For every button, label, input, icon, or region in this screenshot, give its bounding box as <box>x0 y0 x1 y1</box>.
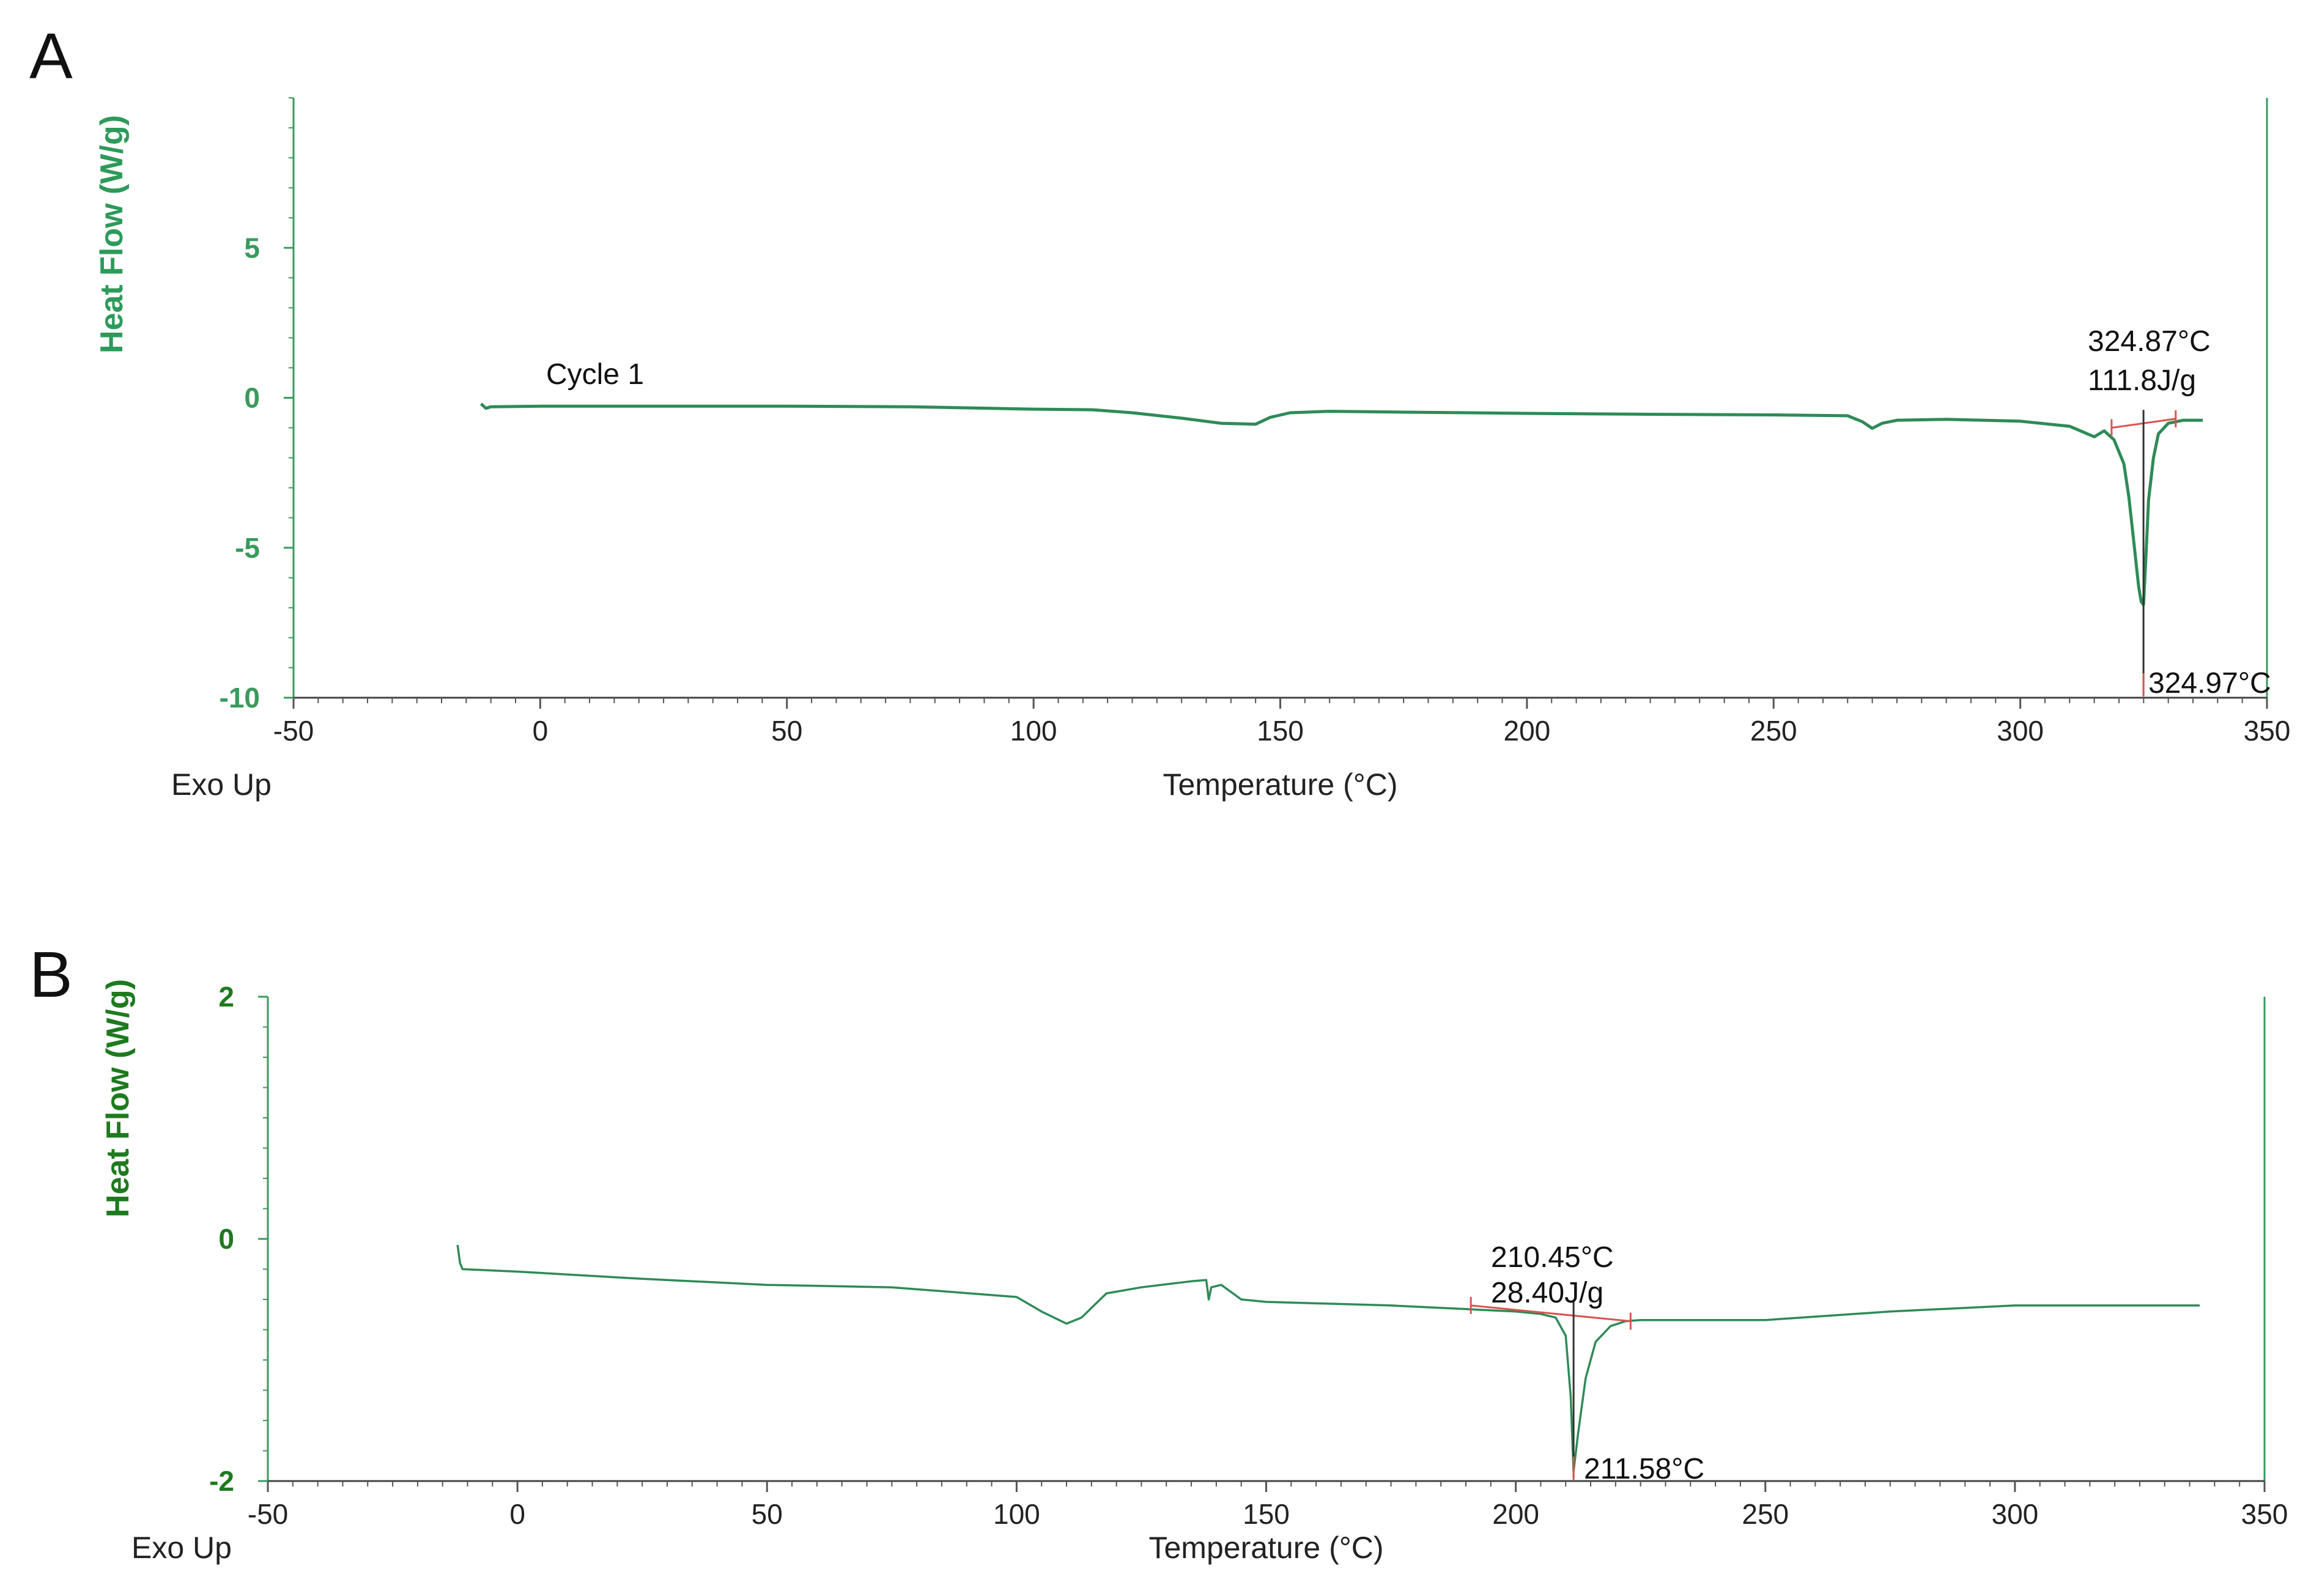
panel-a-x-axis-label: Temperature (°C) <box>1163 767 1398 802</box>
panel-b-enthalpy-label: 28.40J/g <box>1491 1277 1603 1309</box>
panel-b-exo-up-label: Exo Up <box>131 1531 232 1565</box>
panel-a-onset-label: 324.87°C <box>2088 325 2211 358</box>
panel-b-letter: B <box>29 939 73 1011</box>
panel-b-integration <box>1470 1296 1632 1480</box>
x-tick-label: 50 <box>752 1498 783 1530</box>
panel-a-curve-layer <box>479 402 2203 607</box>
panel-a-peak-label: 324.97°C <box>2148 667 2271 700</box>
integration-baseline <box>1471 1304 1631 1323</box>
panel-a-integration <box>2110 410 2177 696</box>
panel-b: B -50 0 50 100 150 200 250 300 350 -2 0 2 Heat Flo… <box>29 939 2288 1565</box>
x-tick-label: 300 <box>1992 1498 2039 1530</box>
panel-b-onset-label: 210.45°C <box>1491 1241 1614 1274</box>
panel-a: A -50 0 50 100 150 200 250 300 350 -10-505 Heat … <box>29 20 2290 802</box>
x-tick-label: 350 <box>2244 715 2291 747</box>
x-tick-label: 50 <box>771 715 802 747</box>
y-tick-label: -5 <box>235 532 260 564</box>
y-tick-label: 2 <box>218 981 234 1013</box>
panel-a-enthalpy-label: 111.8J/g <box>2088 364 2196 397</box>
x-tick-label: 0 <box>509 1498 525 1530</box>
x-tick-label: 300 <box>1997 715 2044 747</box>
x-tick-label: -50 <box>248 1498 288 1530</box>
heat-flow-curve <box>456 1244 2200 1472</box>
panel-b-peak-label: 211.58°C <box>1584 1453 1704 1485</box>
panel-a-exo-up-label: Exo Up <box>171 767 272 802</box>
x-tick-label: 0 <box>533 715 549 747</box>
panel-a-series-label: Cycle 1 <box>546 358 644 391</box>
x-tick-label: 350 <box>2241 1498 2288 1530</box>
panel-b-y-axis-label: Heat Flow (W/g) <box>100 979 136 1217</box>
panel-a-x-tick-labels: -50 0 50 100 150 200 250 300 350 <box>273 715 2291 747</box>
x-tick-label: 100 <box>1010 715 1057 747</box>
y-tick-label: -2 <box>209 1465 234 1497</box>
x-tick-label: 150 <box>1257 715 1304 747</box>
x-tick-label: 200 <box>1504 715 1551 747</box>
panel-b-y-tick-labels: -2 0 2 <box>209 981 234 1497</box>
x-tick-label: 200 <box>1492 1498 1539 1530</box>
panel-a-letter: A <box>29 20 73 92</box>
panel-a-y-tick-labels: -10 -5 0 5 <box>220 232 260 714</box>
y-tick-label: 5 <box>244 232 260 264</box>
x-tick-label: -50 <box>273 715 314 747</box>
panel-a-axes <box>284 97 2268 709</box>
heat-flow-curve <box>479 402 2203 607</box>
panel-b-curve-layer <box>456 1244 2200 1472</box>
y-tick-label: 0 <box>218 1223 234 1255</box>
x-tick-label: 150 <box>1243 1498 1290 1530</box>
panel-b-axes <box>258 996 2266 1492</box>
panel-a-y-axis-label: Heat Flow (W/g) <box>94 115 130 353</box>
x-tick-label: 250 <box>1750 715 1797 747</box>
y-tick-label: 0 <box>244 382 260 414</box>
panel-b-x-axis-label: Temperature (°C) <box>1149 1531 1384 1565</box>
y-tick-label: -10 <box>220 682 260 714</box>
panel-b-x-tick-labels: -50 0 50 100 150 200 250 300 350 <box>248 1498 2288 1530</box>
x-tick-label: 250 <box>1742 1498 1789 1530</box>
x-tick-label: 100 <box>993 1498 1040 1530</box>
